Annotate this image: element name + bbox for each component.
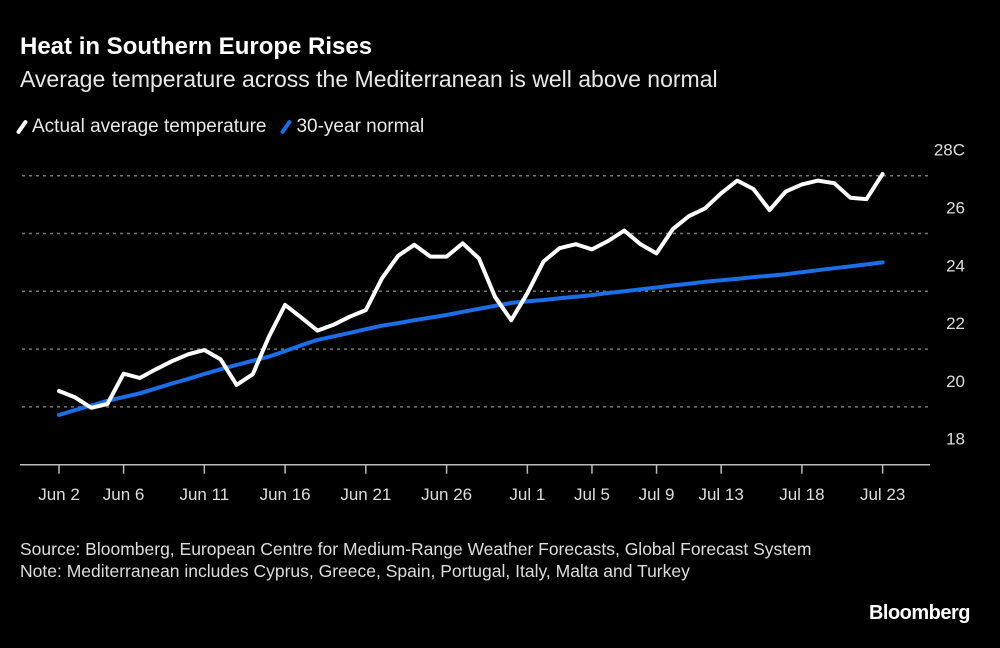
y-tick-label: 20 [946, 372, 965, 391]
x-tick-label: Jul 9 [639, 485, 675, 504]
x-tick-label: Jun 16 [260, 485, 311, 504]
y-tick-label: 18 [946, 430, 965, 449]
chart-subtitle: Average temperature across the Mediterra… [20, 66, 718, 92]
x-tick-label: Jun 21 [340, 485, 391, 504]
legend: Actual average temperature 30-year norma… [15, 116, 425, 138]
x-tick-label: Jun 11 [179, 485, 229, 504]
y-tick-label: 26 [946, 199, 965, 218]
note-text: Note: Mediterranean includes Cyprus, Gre… [20, 561, 690, 581]
x-tick-label: Jun 2 [38, 485, 80, 504]
x-tick-label: Jul 1 [509, 485, 545, 504]
x-tick-label: Jul 18 [779, 485, 824, 504]
y-tick-label: 22 [946, 314, 965, 333]
x-tick-label: Jul 13 [698, 485, 743, 504]
x-tick-label: Jul 5 [574, 485, 610, 504]
bloomberg-logo: Bloomberg [868, 602, 971, 624]
legend-label-normal: 30-year normal [296, 116, 425, 137]
x-tick-label: Jun 26 [421, 485, 472, 504]
y-tick-label: 24 [946, 256, 965, 275]
source-note: Source: Bloomberg, European Centre for M… [20, 538, 820, 582]
x-tick-label: Jul 23 [860, 485, 905, 504]
chart-title: Heat in Southern Europe Rises [20, 33, 373, 60]
legend-item-normal: 30-year normal [280, 116, 425, 138]
source-text: Source: Bloomberg, European Centre for M… [20, 539, 812, 559]
series-line-normal [57, 260, 885, 417]
x-tick-label: Jun 6 [103, 485, 145, 504]
series-line-actual [57, 172, 885, 410]
legend-label-actual: Actual average temperature [32, 116, 267, 137]
legend-item-actual: Actual average temperature [15, 116, 267, 138]
y-tick-label: 28C [934, 141, 965, 160]
